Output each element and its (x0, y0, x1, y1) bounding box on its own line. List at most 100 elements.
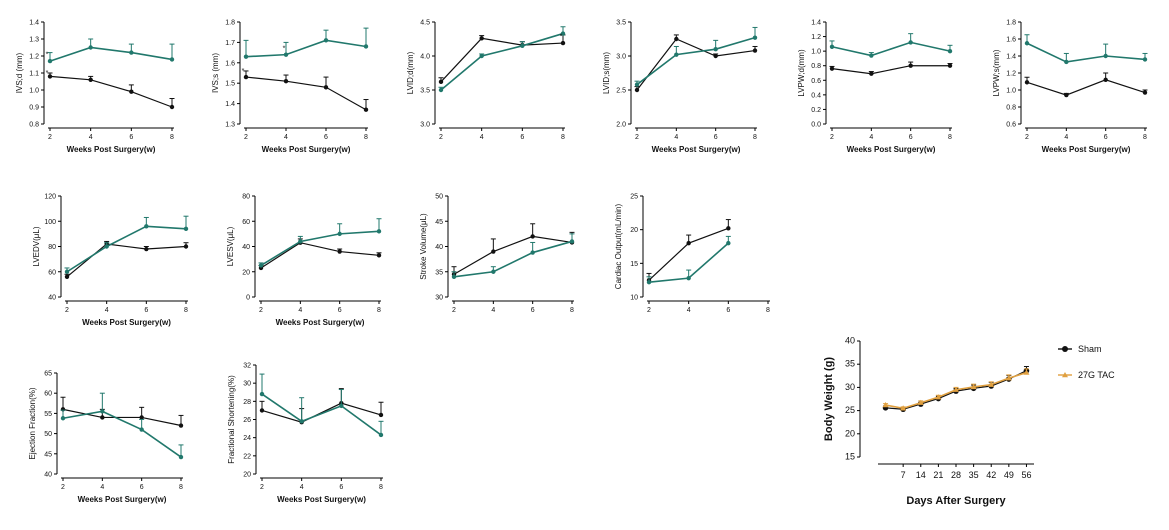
y-tick-label: 65 (44, 371, 52, 378)
data-point (917, 399, 924, 405)
data-point (560, 40, 566, 46)
data-point (376, 253, 382, 258)
x-tick-label: 6 (338, 307, 342, 314)
data-point (1103, 77, 1108, 83)
data-point (47, 58, 53, 64)
significance-marker: * (283, 46, 286, 53)
y-tick-label: 1.1 (29, 71, 39, 78)
chart-panel-bw: 15 20 25 30 35 40 7 14 21 28 35 42 49 56 Days After Su… (823, 336, 1115, 508)
data-point (60, 416, 66, 421)
legend-label: Sham (1078, 344, 1102, 354)
series-line-0 (260, 242, 380, 269)
y-tick-label: 3.5 (420, 88, 430, 95)
data-point (283, 78, 289, 84)
x-tick-label: 8 (561, 134, 565, 141)
x-tick-label: 2 (830, 134, 834, 141)
data-point (829, 44, 835, 49)
x-tick-label: 35 (969, 470, 979, 480)
significance-marker: * (242, 68, 245, 75)
y-tick-label: 1.3 (29, 37, 39, 44)
y-axis-label: LVID;s(mm) (602, 52, 611, 94)
y-tick-label: 1.0 (1006, 88, 1016, 95)
y-tick-label: 15 (845, 452, 855, 462)
data-point (479, 53, 484, 59)
series-line-0 (49, 75, 173, 108)
data-point (259, 408, 265, 413)
x-tick-label: 4 (869, 134, 873, 141)
y-tick-label: 1.6 (1006, 37, 1016, 44)
y-tick-label: 40 (435, 244, 443, 251)
series-line-0 (66, 243, 187, 278)
data-point (530, 250, 535, 255)
y-tick-label: 30 (435, 295, 443, 302)
chart-panel-lvidd: 3.0 3.5 4.0 4.5 2 4 6 8 LVID;d(mm) * (406, 20, 566, 141)
data-point (947, 48, 953, 54)
y-tick-label: 40 (44, 472, 52, 479)
y-tick-label: 1.2 (1006, 71, 1016, 78)
data-point (1024, 80, 1030, 85)
chart-panel-lvesv: 0 20 40 60 80 2 4 6 8 Weeks Post Surgery(w) LVESV(… (226, 194, 382, 327)
y-tick-label: 1.4 (225, 101, 235, 108)
data-point (451, 274, 457, 279)
x-tick-label: 8 (364, 134, 368, 141)
data-point (243, 54, 249, 59)
data-point (100, 409, 105, 414)
significance-marker: * (46, 70, 49, 77)
y-tick-label: 0.9 (29, 105, 39, 112)
data-point (47, 74, 53, 79)
x-tick-label: 6 (714, 134, 718, 141)
y-tick-label: 22 (243, 453, 251, 460)
x-tick-label: 21 (933, 470, 943, 480)
y-tick-label: 40 (845, 336, 855, 346)
x-tick-label: 2 (1025, 134, 1029, 141)
x-tick-label: 4 (480, 134, 484, 141)
y-tick-label: 20 (242, 269, 250, 276)
significance-marker: * (46, 51, 49, 58)
y-tick-label: 3.5 (616, 20, 626, 27)
series-line-0 (1026, 79, 1146, 96)
y-tick-label: 60 (48, 269, 56, 276)
data-point (713, 47, 718, 52)
y-tick-label: 2.0 (616, 122, 626, 129)
y-tick-label: 1.2 (29, 54, 39, 61)
x-axis-label: Days After Surgery (906, 495, 1006, 507)
data-point (363, 107, 369, 112)
x-tick-label: 6 (324, 134, 328, 141)
data-point (144, 224, 149, 229)
y-tick-label: 50 (44, 431, 52, 438)
x-axis-label: Weeks Post Surgery(w) (652, 145, 741, 154)
data-point (908, 63, 913, 68)
data-point (479, 36, 484, 41)
y-tick-label: 30 (845, 382, 855, 392)
data-point (323, 85, 329, 90)
chart-panel-lvids: 2.0 2.5 3.0 3.5 2 4 6 8 Weeks Post Surgery(w) LVI… (602, 20, 758, 154)
y-axis-label: LVEDV(μL) (32, 226, 41, 266)
y-tick-label: 1.5 (225, 81, 235, 88)
y-tick-label: 1.8 (225, 20, 235, 27)
x-tick-label: 4 (1064, 134, 1068, 141)
data-point (634, 87, 640, 93)
data-point (438, 79, 444, 85)
y-tick-label: 50 (435, 194, 443, 201)
y-tick-label: 0.2 (811, 107, 821, 114)
chart-panel-lvedv: 40 60 80 100 120 2 4 6 8 Weeks Post Surgery(w) LVE… (32, 194, 189, 327)
x-tick-label: 6 (339, 484, 343, 491)
y-tick-label: 1.4 (29, 20, 39, 27)
y-tick-label: 20 (845, 428, 855, 438)
x-tick-label: 6 (144, 307, 148, 314)
data-point (169, 57, 175, 62)
y-tick-label: 40 (48, 295, 56, 302)
y-tick-label: 0.8 (811, 63, 821, 70)
y-axis-label: LVPW;s(mm) (992, 49, 1001, 96)
data-point (686, 275, 691, 281)
data-point (520, 43, 525, 48)
y-tick-label: 1.4 (811, 20, 821, 27)
chart-panel-lvpws: 0.6 0.8 1.0 1.2 1.4 1.6 1.8 2 4 6 8 Weeks Post Surg… (992, 20, 1148, 154)
data-point (829, 66, 835, 71)
x-tick-label: 8 (179, 484, 183, 491)
x-tick-label: 4 (687, 307, 691, 314)
data-point (1142, 90, 1148, 95)
series-line-1 (440, 32, 564, 91)
x-axis-label: Weeks Post Surgery(w) (277, 495, 366, 504)
data-point (337, 249, 342, 254)
